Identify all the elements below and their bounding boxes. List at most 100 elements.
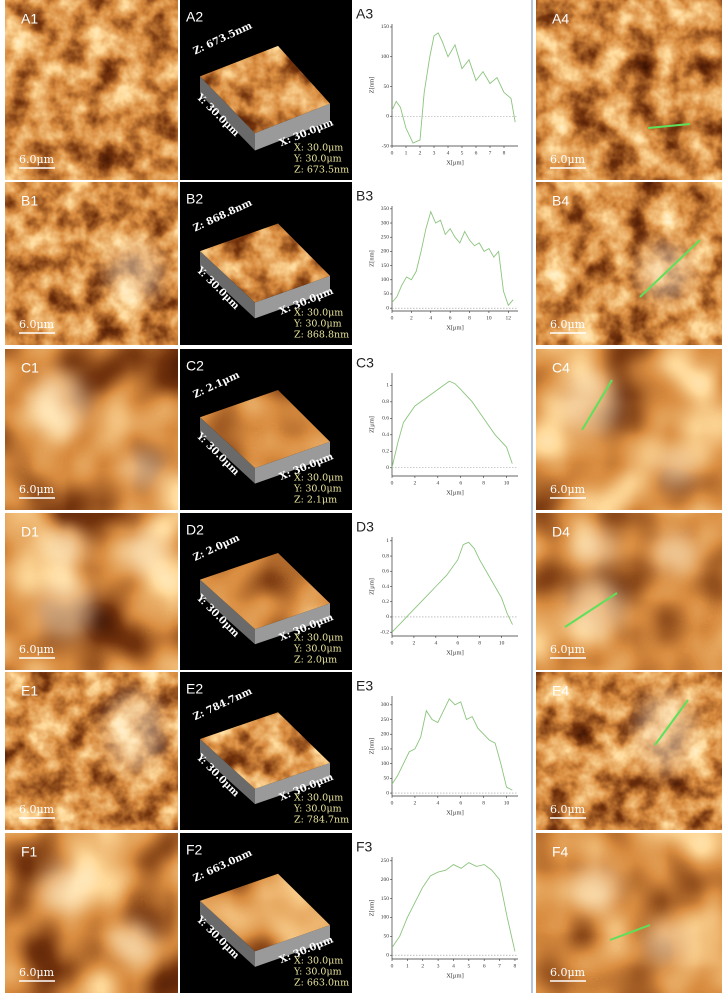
scale-bar-label: 6.0μm	[19, 966, 55, 979]
y-tick-label: 0.6	[382, 569, 389, 575]
panel-label: B4	[552, 193, 569, 209]
grain-highlight	[636, 692, 696, 772]
y-tick-label: 100	[381, 54, 390, 60]
y-tick-label: 150	[381, 263, 390, 269]
surface-side	[200, 76, 255, 151]
x-axis-title: X[μm]	[446, 809, 464, 816]
surface-side	[255, 925, 330, 967]
afm-image: B1 6.0μm	[5, 182, 178, 345]
x-axis-title: X[μm]	[446, 649, 464, 656]
readout: Y: 30.0μm	[293, 644, 342, 655]
grain-highlight	[574, 528, 618, 568]
grain-highlight	[654, 531, 698, 575]
scale-bar-label: 6.0μm	[19, 153, 55, 166]
x-tick-label: 1	[406, 963, 409, 969]
y-tick-label: 250	[381, 717, 390, 723]
y-tick-label: 0.8	[382, 399, 389, 405]
afm-image: A1 6.0μm	[5, 0, 178, 180]
y-tick-label: 0.4	[382, 432, 389, 438]
x-tick-label: 0	[391, 150, 394, 156]
readout: Z: 784.7nm	[294, 815, 349, 826]
panel-label: A4	[552, 11, 569, 27]
readout: Z: 673.5nm	[294, 165, 349, 176]
surface	[200, 712, 330, 789]
afm-texture	[536, 349, 722, 510]
profile-curve	[391, 541, 513, 633]
surface	[200, 223, 330, 303]
x-tick-label: 10	[499, 640, 505, 646]
x-tick-label: 3	[437, 963, 440, 969]
x-axis-title: X[μm]	[446, 489, 464, 496]
afm-image: F1 6.0μm	[5, 833, 178, 993]
surface-side	[200, 900, 255, 967]
readout: Y: 30.0μm	[293, 319, 342, 330]
y-tick-label: 0	[386, 790, 389, 796]
surface-side	[200, 739, 255, 805]
grain-highlight	[656, 449, 696, 489]
afm-texture	[5, 0, 178, 180]
surface	[200, 45, 330, 134]
y-tick-label: 1	[386, 383, 389, 389]
highlights	[566, 528, 698, 638]
y-tick-label: 200	[381, 249, 390, 255]
x-tick-label: 4	[452, 963, 455, 969]
grain-highlight	[125, 449, 165, 489]
readout: Z: 2.0μm	[294, 655, 337, 666]
x-tick-label: 12	[506, 315, 512, 321]
x-axis-title: X[μm]	[446, 159, 464, 166]
x-tick-label: 7	[489, 150, 492, 156]
y-tick-label: 200	[381, 877, 390, 883]
x-axis-title: X[μm]	[446, 972, 464, 979]
y-tick-label: 100	[381, 915, 390, 921]
profile-curve	[391, 32, 516, 144]
y-axis-title: Z[nm]	[368, 900, 375, 917]
profile-line	[564, 592, 618, 628]
afm-image: B4 6.0μm	[536, 182, 722, 345]
highlights	[561, 372, 696, 489]
x-tick-label: 0	[391, 963, 394, 969]
readout: Z: 663.0nm	[294, 978, 349, 989]
surface-side	[255, 603, 330, 645]
panel-label: A1	[21, 11, 38, 27]
readout: Y: 30.0μm	[293, 967, 342, 978]
scale-bar-label: 6.0μm	[550, 966, 586, 979]
profile-curve	[391, 698, 513, 791]
profile-line	[647, 123, 691, 129]
x-tick-label: 2	[419, 150, 422, 156]
x-tick-label: 8	[478, 640, 481, 646]
surface-side	[255, 762, 330, 805]
afm-image: D4 6.0μm	[536, 513, 722, 670]
grain-highlight	[40, 863, 90, 913]
panel-label: D4	[552, 524, 570, 540]
afm-texture	[536, 0, 722, 180]
grain-highlight	[571, 863, 621, 913]
x-tick-label: 8	[482, 480, 485, 486]
y-tick-label: 0	[386, 465, 389, 471]
grain-highlight	[35, 578, 95, 638]
y-tick-label: 0	[386, 952, 389, 958]
highlights	[40, 863, 157, 965]
scale-bar-label: 6.0μm	[550, 803, 586, 816]
x-tick-label: 2	[414, 800, 417, 806]
x-tick-label: 8	[514, 963, 517, 969]
x-axis-title: X[μm]	[446, 324, 464, 331]
highlights	[105, 692, 165, 772]
afm-texture	[536, 833, 722, 993]
y-axis-title: Z[μm]	[368, 578, 375, 595]
afm-image: C4 6.0μm	[536, 349, 722, 510]
panel-label: C2	[186, 358, 204, 374]
afm-image: D1 6.0μm	[5, 513, 178, 670]
y-tick-label: 200	[381, 732, 390, 738]
x-tick-label: 8	[503, 150, 506, 156]
y-tick-label: 150	[381, 746, 390, 752]
afm-texture	[5, 833, 178, 993]
profile-line	[609, 924, 651, 941]
surface-side	[200, 579, 255, 645]
y-axis-title: Z[nm]	[368, 250, 375, 267]
surface-side	[255, 103, 330, 151]
readout: Y: 30.0μm	[293, 484, 342, 495]
y-tick-label: 50	[384, 84, 390, 90]
y-tick-label: 350	[381, 206, 390, 212]
